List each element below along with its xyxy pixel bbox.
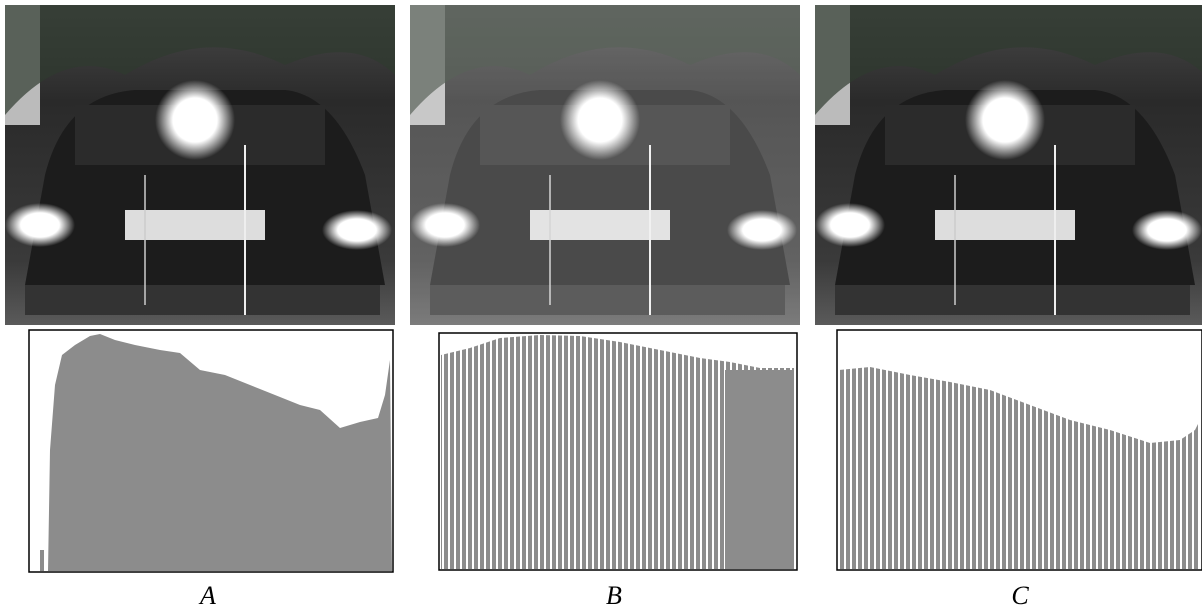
histogram-b-dense [725, 370, 794, 569]
panel-label: B [606, 581, 622, 610]
photo-a [4, 4, 396, 326]
photo-b-wash [410, 5, 800, 325]
panel-label: A [198, 581, 216, 610]
histogram-c [839, 367, 1200, 569]
photo-c [814, 4, 1202, 326]
histogram-c-frame [836, 329, 1202, 571]
histogram-b-frame [438, 332, 798, 571]
panel-label: C [1011, 581, 1029, 610]
histogram-b [441, 335, 794, 569]
histogram-a-frame [28, 329, 394, 573]
histogram-a [40, 334, 392, 571]
